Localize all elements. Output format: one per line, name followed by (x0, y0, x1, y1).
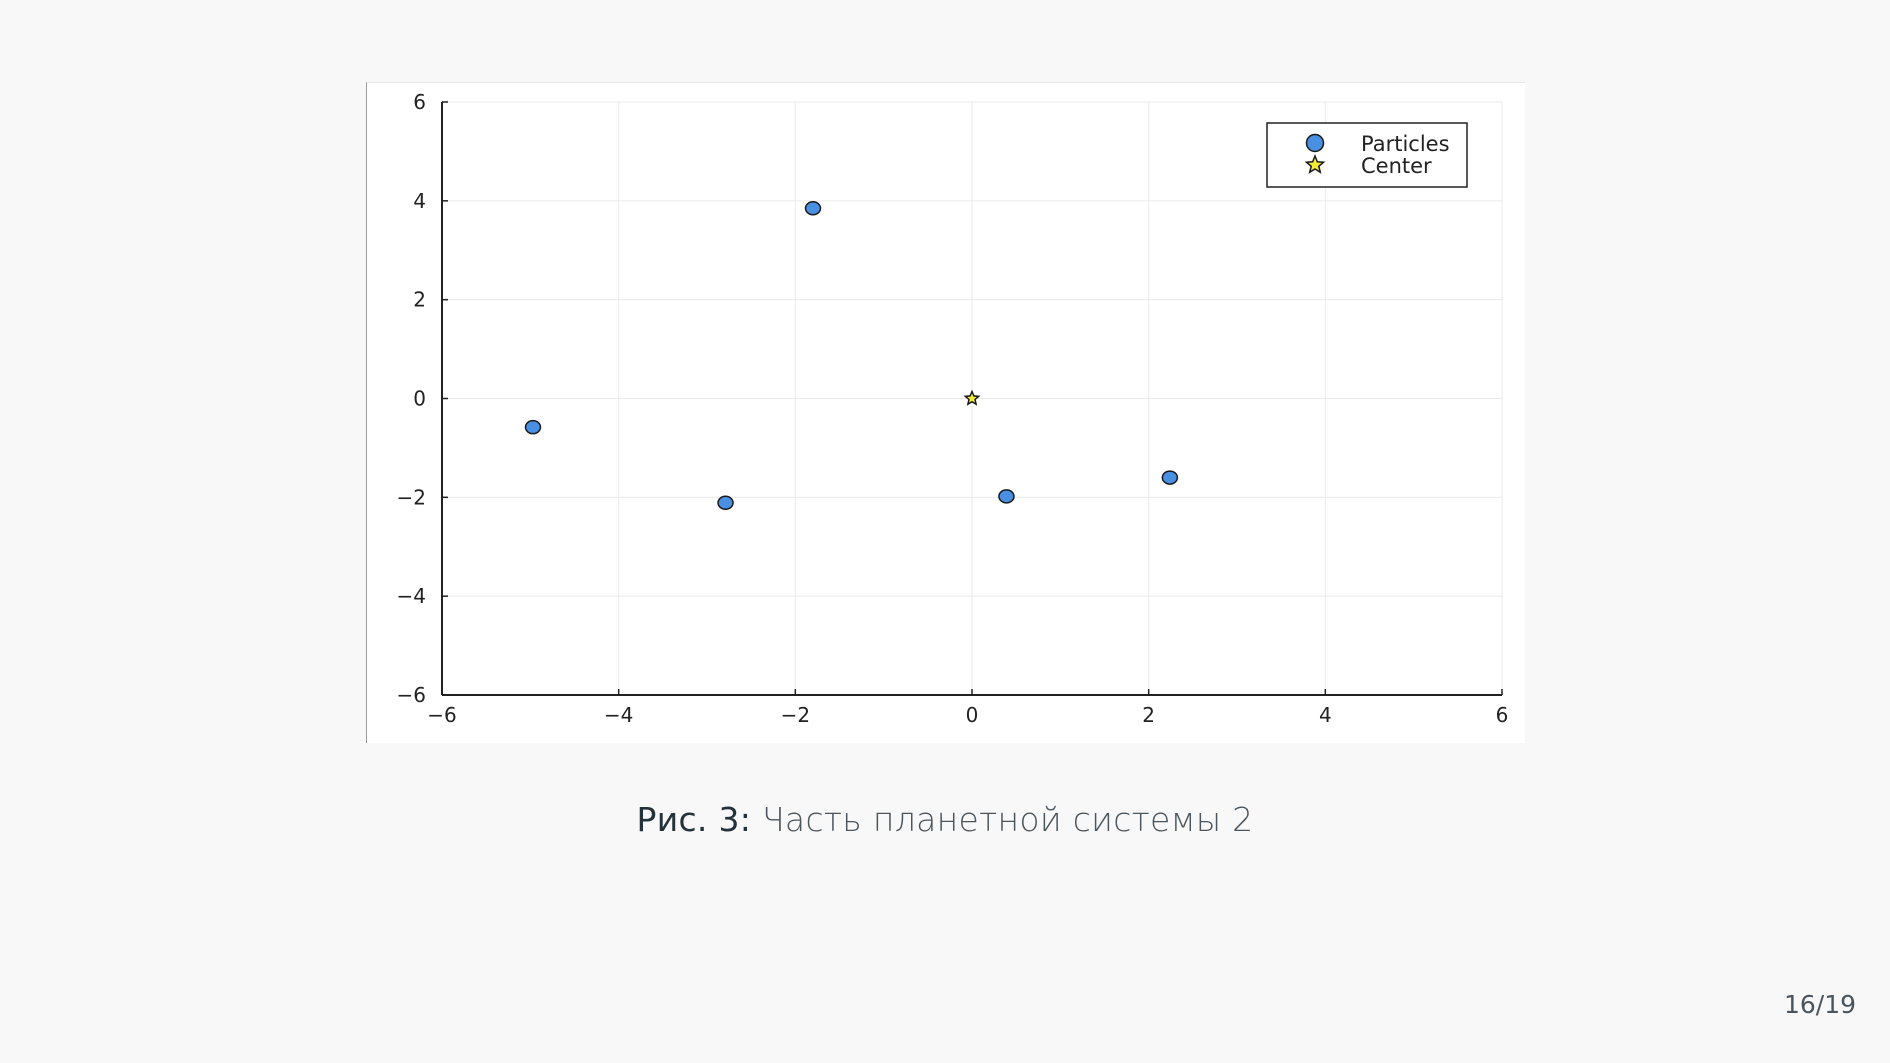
figure-caption: Рис. 3: Часть планетной системы 2 (0, 800, 1890, 839)
y-tick-label: 0 (413, 387, 426, 411)
x-tick-label: 6 (1496, 703, 1509, 727)
y-tick-label: −2 (397, 485, 426, 509)
particle-point (1161, 470, 1179, 485)
page-number: 16/19 (1784, 990, 1856, 1019)
particle-point (717, 495, 734, 511)
y-tick-label: 2 (413, 288, 426, 312)
x-tick-label: −6 (427, 703, 456, 727)
x-tick-label: −4 (604, 703, 633, 727)
axes (441, 101, 1503, 696)
page-total: 19 (1824, 990, 1856, 1019)
caption-label: Рис. 3: (636, 800, 752, 839)
y-tick-label: 4 (413, 189, 426, 213)
center-star-point (963, 389, 981, 406)
grid-lines (441, 101, 1503, 696)
x-tick-label: 2 (1142, 703, 1155, 727)
page-current: 16 (1783, 990, 1816, 1019)
y-tick-label: −4 (397, 584, 426, 608)
tick-labels: −6 −4 −2 0 2 4 6 −6 −4 −2 0 2 4 6 (397, 90, 1509, 727)
y-tick-label: −6 (397, 683, 426, 707)
particle-point (804, 200, 822, 216)
x-tick-label: 0 (966, 703, 979, 727)
x-tick-label: −2 (781, 703, 810, 727)
legend: Particles Center (1266, 122, 1468, 188)
legend-particles-marker (1305, 133, 1325, 153)
legend-box (1266, 122, 1468, 188)
x-tick-label: 4 (1319, 703, 1332, 727)
particle-point (998, 489, 1015, 504)
legend-center-marker (1304, 154, 1326, 174)
particle-point (524, 419, 542, 435)
legend-center-label: Center (1361, 154, 1432, 178)
figure-panel: −6 −4 −2 0 2 4 6 −6 −4 −2 0 2 4 6 Particles Center (366, 82, 1525, 743)
page-separator: / (1815, 990, 1825, 1019)
caption-text: Часть планетной системы 2 (762, 800, 1254, 839)
legend-particles-label: Particles (1361, 132, 1450, 156)
scatter-chart: −6 −4 −2 0 2 4 6 −6 −4 −2 0 2 4 6 Particles Center (397, 90, 1509, 727)
data-points (524, 200, 1179, 511)
y-tick-label: 6 (413, 90, 426, 114)
